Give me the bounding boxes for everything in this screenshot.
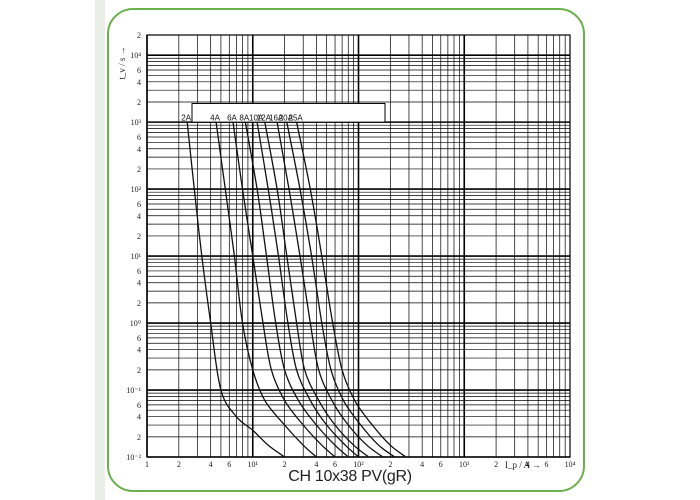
x-tick-labels: 1 2 4 6 10¹ 2 4 6 10² 2 4 6 10³ 2 4 6 10⁴ — [145, 460, 576, 469]
y-tick-label: 2 — [137, 31, 141, 40]
x-tick-label: 4 — [314, 460, 318, 469]
chart-caption: CH 10x38 PV(gR) — [288, 468, 412, 485]
curve-6a — [232, 122, 336, 458]
y-tick-label: 10⁻² — [126, 453, 141, 462]
legend-box — [191, 102, 386, 123]
curve-25a — [295, 121, 407, 458]
y-tick-label: 2 — [137, 366, 141, 375]
curve-2a — [186, 122, 285, 458]
y-tick-label: 10³ — [131, 118, 142, 127]
y-tick-label: 2 — [137, 165, 141, 174]
y-tick-labels: 10⁻² 2 4 6 10⁻¹ 2 4 6 10⁰ 2 4 6 10¹ 2 4 6 10² 2 4 6 10³ 2 4 6 10… — [126, 31, 141, 462]
y-tick-label: 10² — [131, 185, 142, 194]
x-tick-label: 6 — [439, 460, 443, 469]
legend-label-4a: 4A — [210, 114, 220, 123]
y-tick-label: 4 — [137, 212, 141, 221]
y-tick-label: 4 — [137, 279, 141, 288]
y-tick-label: 10¹ — [131, 252, 142, 261]
legend-label-10a: 10A — [249, 114, 264, 123]
x-tick-label: 6 — [333, 460, 337, 469]
curve-8a — [244, 121, 349, 458]
chart-card-frame — [107, 8, 585, 492]
y-tick-label: 6 — [137, 334, 141, 343]
curve-20a — [286, 121, 396, 458]
y-tick-label: 2 — [137, 433, 141, 442]
legend-label-2a: 2A — [181, 114, 191, 123]
x-tick-label: 4 — [420, 460, 424, 469]
y-tick-label: 10⁻¹ — [126, 386, 141, 395]
x-tick-label: 2 — [283, 460, 287, 469]
y-tick-label: 4 — [137, 346, 141, 355]
x-tick-label: 10¹ — [248, 460, 259, 469]
x-tick-label: 4 — [209, 460, 213, 469]
x-tick-label: 6 — [545, 460, 549, 469]
y-tick-label: 4 — [137, 78, 141, 87]
legend-label-25a: 25A — [289, 114, 304, 123]
y-tick-label: 2 — [137, 299, 141, 308]
curve-4a — [215, 122, 317, 458]
x-tick-label: 2 — [177, 460, 181, 469]
x-tick-label: 4 — [526, 460, 530, 469]
legend-label-12a: 12A — [257, 114, 272, 123]
x-tick-label: 10² — [353, 460, 364, 469]
fuse-curves — [186, 121, 407, 458]
y-tick-label: 4 — [137, 413, 141, 422]
legend-label-16a: 16A — [269, 114, 284, 123]
chart-grid — [146, 34, 570, 458]
x-tick-label: 2 — [388, 460, 392, 469]
x-tick-label: 2 — [494, 460, 498, 469]
legend-label-6a: 6A — [227, 114, 237, 123]
left-side-strip — [95, 0, 105, 500]
y-axis-label: t_v / s → — [117, 46, 127, 79]
y-tick-label: 10⁴ — [130, 51, 141, 60]
legend-label-8a: 8A — [239, 114, 249, 123]
x-tick-label: 10³ — [459, 460, 470, 469]
y-tick-label: 6 — [137, 401, 141, 410]
x-tick-label: 10⁴ — [565, 460, 576, 469]
curve-16a — [276, 121, 384, 458]
y-tick-label: 6 — [137, 267, 141, 276]
curve-10a — [256, 121, 359, 458]
y-tick-label: 6 — [137, 200, 141, 209]
legend-label-20a: 20A — [279, 114, 294, 123]
x-tick-label: 1 — [145, 460, 149, 469]
y-tick-label: 10⁰ — [130, 319, 141, 328]
y-tick-label: 2 — [137, 232, 141, 241]
y-tick-label: 4 — [137, 145, 141, 154]
y-tick-label: 6 — [137, 66, 141, 75]
y-tick-label: 2 — [137, 98, 141, 107]
curve-12a — [264, 121, 370, 458]
x-tick-label: 6 — [227, 460, 231, 469]
y-tick-label: 6 — [137, 133, 141, 142]
x-axis-label: I_p / A → — [505, 460, 541, 470]
